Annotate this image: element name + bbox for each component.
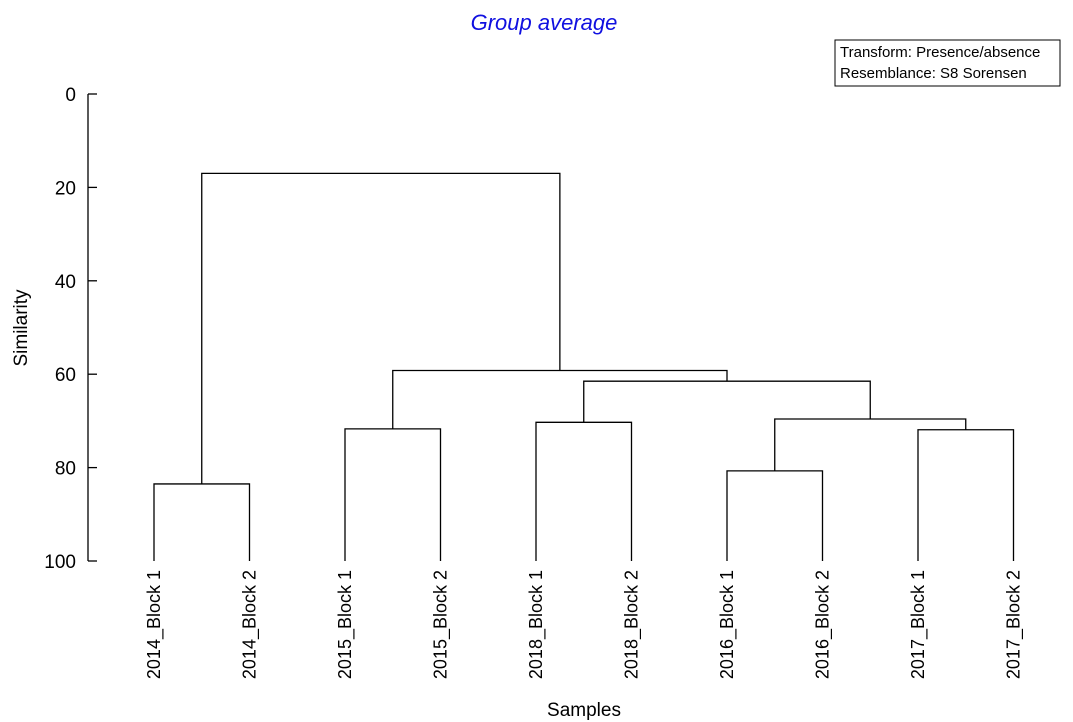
dendrogram-link bbox=[392, 369, 728, 429]
dendrogram-link bbox=[344, 428, 442, 561]
leaf-label: 2014_Block 2 bbox=[240, 570, 261, 679]
dendrogram-link bbox=[535, 421, 633, 561]
dendrogram-link bbox=[774, 418, 967, 471]
annotation-frame bbox=[834, 39, 1061, 87]
leaf-label: 2016_Block 2 bbox=[813, 570, 834, 679]
y-tick-label: 40 bbox=[55, 272, 76, 293]
y-tick-label: 0 bbox=[65, 85, 76, 106]
dendrogram-link bbox=[726, 470, 824, 561]
dendrogram-link bbox=[201, 172, 561, 484]
dendrogram-links bbox=[153, 172, 1015, 561]
leaf-label: 2014_Block 1 bbox=[144, 570, 165, 679]
y-axis-title: Similarity bbox=[11, 289, 32, 367]
dendrogram-link bbox=[153, 483, 251, 561]
dendrogram-link bbox=[917, 429, 1015, 561]
annotation-box: Transform: Presence/absence Resemblance:… bbox=[834, 39, 1061, 87]
leaf-labels: 2014_Block 1 2014_Block 2 2015_Block 1 2015… bbox=[144, 570, 1025, 679]
leaf-label: 2018_Block 2 bbox=[622, 570, 643, 679]
y-tick-label: 60 bbox=[55, 365, 76, 386]
dendrogram-link bbox=[583, 380, 871, 423]
leaf-label: 2016_Block 1 bbox=[717, 570, 738, 679]
chart-title: Group average bbox=[471, 10, 618, 35]
y-axis: 0 20 40 60 80 100 bbox=[44, 85, 97, 573]
leaf-label: 2015_Block 2 bbox=[431, 570, 452, 679]
leaf-label: 2015_Block 1 bbox=[335, 570, 356, 679]
annotation-line-1: Transform: Presence/absence bbox=[840, 44, 1040, 61]
y-tick-label: 20 bbox=[55, 178, 76, 199]
x-axis-title: Samples bbox=[547, 700, 621, 721]
leaf-label: 2017_Block 1 bbox=[908, 570, 929, 679]
y-tick-label: 100 bbox=[44, 552, 76, 573]
annotation-line-2: Resemblance: S8 Sorensen bbox=[840, 65, 1027, 82]
y-tick-label: 80 bbox=[55, 459, 76, 480]
leaf-label: 2017_Block 2 bbox=[1004, 570, 1025, 679]
leaf-label: 2018_Block 1 bbox=[526, 570, 547, 679]
